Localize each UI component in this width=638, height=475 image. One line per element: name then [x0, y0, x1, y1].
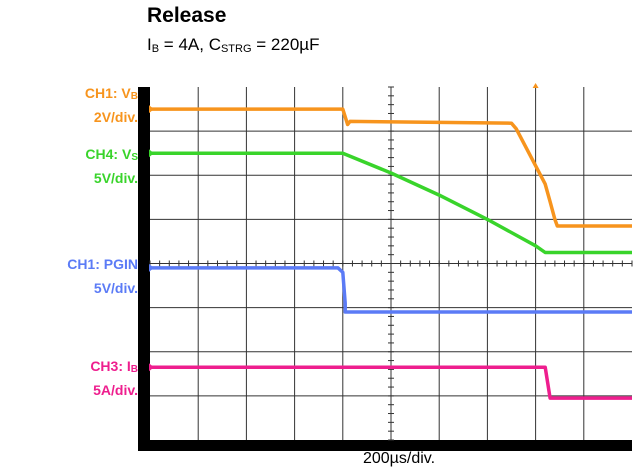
chart-subtitle: IB = 4A, CSTRG = 220µF: [147, 35, 320, 55]
channel-level-marker: [149, 105, 154, 114]
channel-level-marker: [149, 263, 154, 272]
channel-label-ch1-vb: CH1: VB 2V/div.: [85, 83, 138, 128]
x-axis-scale-label: 200µs/div.: [362, 450, 436, 467]
channel-level-marker: [149, 363, 154, 372]
channel-name: CH1: VB: [84, 85, 138, 102]
trace-channel-2: [150, 151, 632, 255]
channel-scale: 5V/div.: [93, 280, 138, 296]
trace-channel-4: [150, 365, 632, 400]
trace-channel-1: [150, 107, 632, 228]
channel-level-marker: [149, 149, 154, 158]
channel-scale: 5V/div.: [93, 170, 138, 186]
traces: [150, 107, 632, 400]
channel-name: CH1: PGIN: [67, 256, 138, 272]
channel-scale: 5A/div.: [93, 382, 138, 398]
chart-title: Release: [147, 4, 227, 27]
channel-label-ch4-vs: CH4: VS 5V/div.: [85, 144, 138, 189]
channel-scale: 2V/div.: [93, 109, 138, 125]
trace-channel-3: [150, 266, 632, 314]
channel-markers: [149, 105, 154, 372]
channel-label-ch1-pgin: CH1: PGIN 5V/div.: [67, 254, 138, 299]
channel-name: CH4: VS: [85, 146, 138, 163]
trigger-marker: [532, 83, 539, 88]
channel-label-ch3-ib: CH3: IB 5A/div.: [90, 356, 138, 401]
channel-name: CH3: IB: [90, 358, 138, 375]
